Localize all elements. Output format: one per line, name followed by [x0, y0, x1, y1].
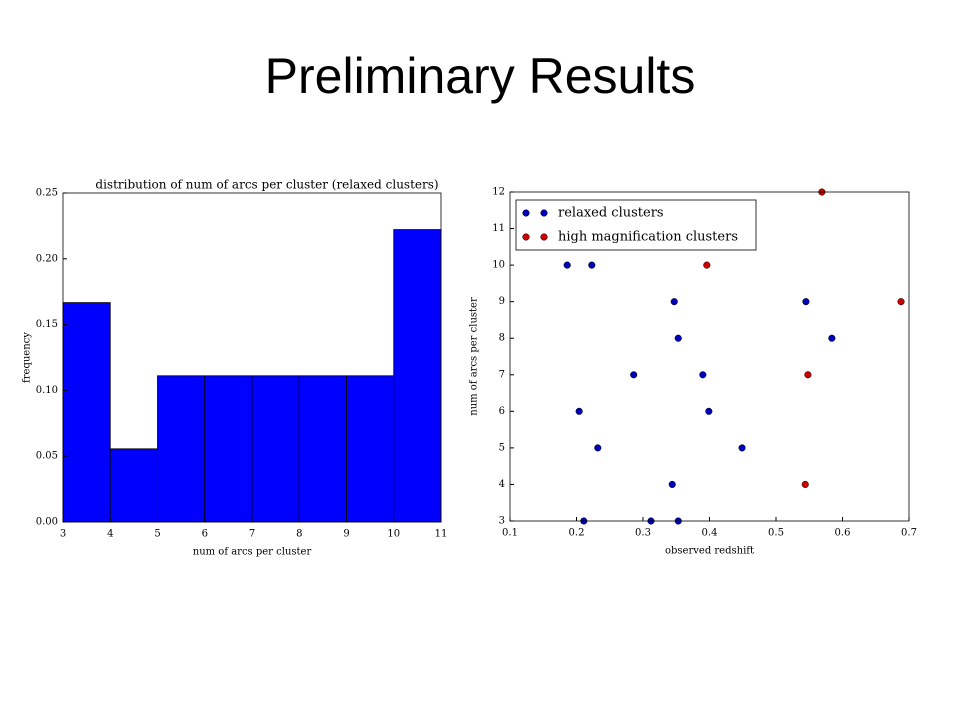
point [668, 480, 676, 488]
bar [393, 229, 442, 523]
bar [157, 375, 206, 523]
legend-label: high magnification clusters [558, 230, 738, 245]
chart-title: distribution of num of arcs per cluster … [95, 178, 438, 192]
point [801, 480, 809, 488]
x-tick-label: 0.4 [702, 528, 718, 539]
point [670, 298, 678, 306]
point [594, 444, 602, 452]
x-tick-label: 3 [60, 529, 66, 540]
y-tick-label: 4 [499, 479, 505, 490]
point [563, 261, 571, 269]
bar [109, 448, 158, 523]
bar [346, 375, 395, 523]
point [802, 298, 810, 306]
point [630, 371, 638, 379]
y-tick-label: 0.15 [36, 319, 58, 330]
y-tick-label: 0.05 [36, 451, 58, 462]
point [575, 407, 583, 415]
x-tick-label: 9 [343, 529, 349, 540]
legend-marker [522, 209, 530, 217]
y-tick-label: 11 [492, 223, 505, 234]
point [699, 371, 707, 379]
x-tick-label: 6 [202, 529, 208, 540]
x-tick-label: 4 [107, 529, 113, 540]
legend-label: relaxed clusters [558, 206, 664, 221]
y-tick-label: 9 [499, 296, 505, 307]
legend-marker [540, 209, 548, 217]
y-axis-label: frequency [22, 332, 33, 383]
x-tick-label: 0.3 [635, 528, 651, 539]
x-tick-label: 8 [296, 529, 302, 540]
legend-marker [540, 233, 548, 241]
y-tick-label: 8 [499, 333, 505, 344]
legend-marker [522, 233, 530, 241]
x-tick-label: 11 [435, 529, 448, 540]
x-tick-label: 10 [387, 529, 400, 540]
y-tick-label: 0.20 [36, 253, 58, 264]
y-axis-label: num of arcs per cluster [469, 297, 480, 416]
x-axis-label: observed redshift [665, 546, 754, 557]
point [828, 334, 836, 342]
y-tick-label: 7 [499, 369, 505, 380]
y-tick-label: 10 [492, 260, 505, 271]
x-tick-label: 0.2 [569, 528, 585, 539]
point [738, 444, 746, 452]
y-tick-label: 0.25 [36, 188, 58, 199]
x-axis-label: num of arcs per cluster [193, 547, 312, 558]
point [897, 298, 905, 306]
y-tick-label: 0.00 [36, 517, 58, 528]
y-tick-label: 6 [499, 406, 505, 417]
x-tick-label: 7 [249, 529, 255, 540]
point [588, 261, 596, 269]
point [703, 261, 711, 269]
legend-box [515, 199, 757, 251]
x-tick-label: 0.1 [502, 528, 518, 539]
bar [204, 375, 253, 523]
y-tick-label: 12 [492, 187, 505, 198]
point [674, 334, 682, 342]
slide-title: Preliminary Results [265, 48, 696, 104]
point [804, 371, 812, 379]
bar [298, 375, 347, 523]
x-tick-label: 0.7 [901, 528, 917, 539]
bar [251, 375, 300, 523]
y-tick-label: 0.10 [36, 385, 58, 396]
x-tick-label: 0.5 [768, 528, 784, 539]
y-tick-label: 3 [499, 516, 505, 527]
x-tick-label: 5 [154, 529, 160, 540]
x-tick-label: 0.6 [835, 528, 851, 539]
bar [62, 302, 111, 523]
point [705, 407, 713, 415]
y-tick-label: 5 [499, 442, 505, 453]
